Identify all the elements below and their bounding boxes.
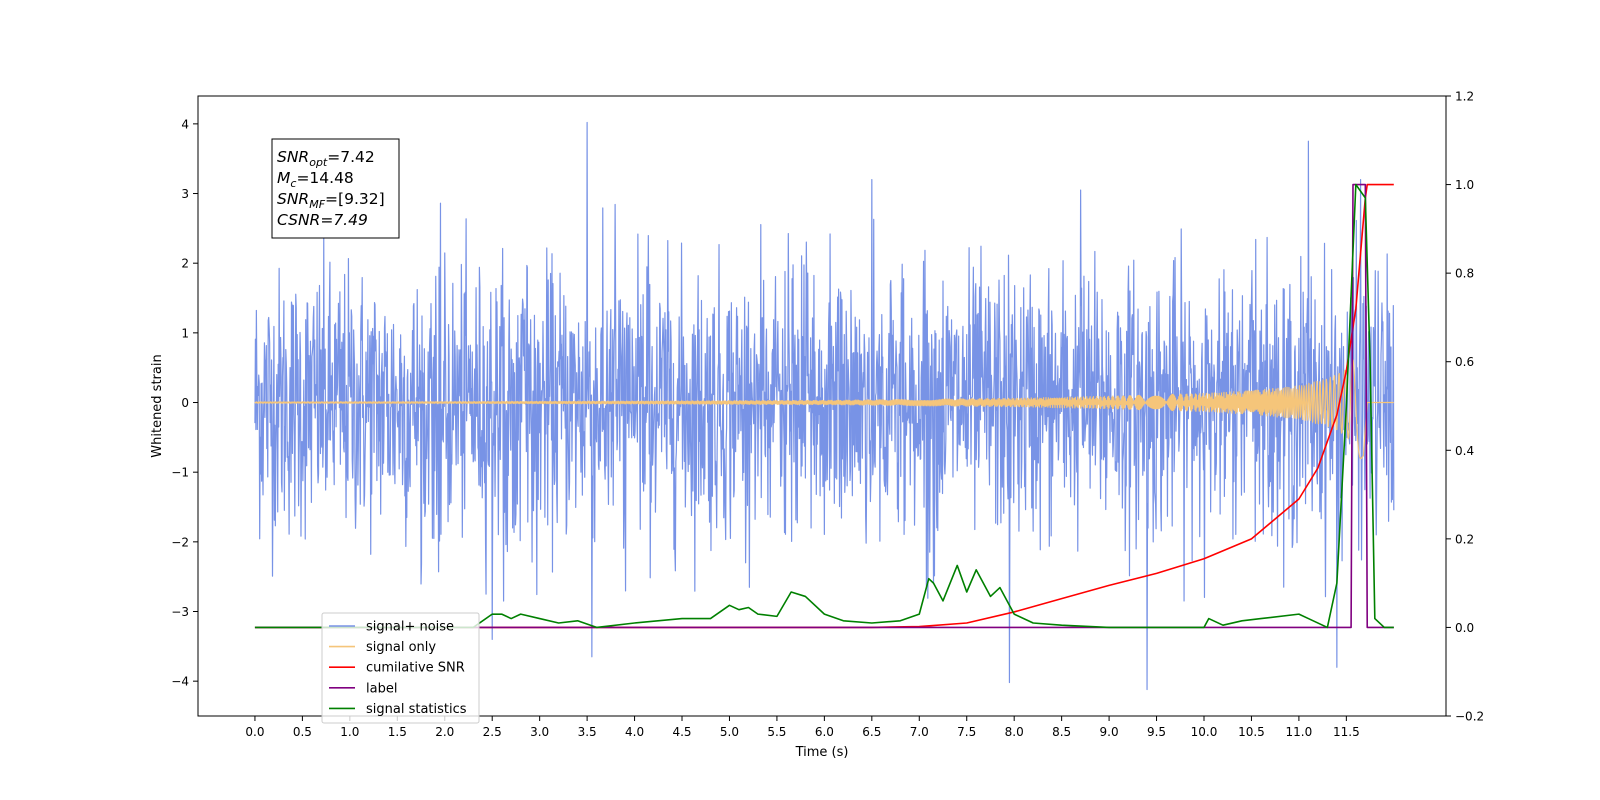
x-tick-label: 0.0 [245,725,264,739]
annotation-value: =[9.32] [325,190,385,208]
y2-tick-label: 0.8 [1455,267,1474,281]
x-tick-label: 2.0 [435,725,454,739]
x-tick-label: 10.5 [1238,725,1265,739]
x-tick-label: 4.0 [625,725,644,739]
y2-tick-label: 0.2 [1455,532,1474,546]
x-tick-label: 7.0 [910,725,929,739]
annotation-value: =14.48 [296,169,353,187]
x-tick-label: 3.5 [578,725,597,739]
x-tick-label: 6.0 [815,725,834,739]
x-tick-label: 1.5 [388,725,407,739]
x-tick-label: 3.0 [530,725,549,739]
x-tick-label: 10.0 [1191,725,1218,739]
x-tick-label: 0.5 [293,725,312,739]
y-tick-label: −4 [171,675,189,689]
x-tick-label: 11.5 [1333,725,1360,739]
y-axis-right: 1.2 1.0 0.8 0.6 0.4 0.2 0.0 −0.2 [1446,90,1484,724]
y2-tick-label: 1.2 [1455,90,1474,104]
annotation-line: SNR [277,148,309,166]
annotation-subscript: c [290,177,296,190]
legend-items: signal+ noise signal only cumilative SNR la… [329,620,467,717]
annotation-subscript: opt [309,156,328,169]
y-tick-label: 4 [181,117,189,131]
x-tick-label: 9.0 [1100,725,1119,739]
x-tick-label: 2.5 [483,725,502,739]
legend: signal+ noise signal only cumilative SNR la… [321,612,480,724]
y2-tick-label: 0.0 [1455,621,1474,635]
x-axis: 0.0 0.5 1.0 1.5 2.0 2.5 3.0 3.5 4.0 4.5 5.0 5.5 6.0 6… [245,716,1360,739]
legend-label: label [366,681,397,696]
y-tick-label: 1 [181,326,189,340]
annotation-box: SNRopt=7.42 Mc=14.48 SNRMF=[9.32] CSNR=7.49 [271,138,400,239]
annotation-value: =7.42 [327,148,375,166]
x-tick-label: 5.0 [720,725,739,739]
x-tick-label: 8.5 [1052,725,1071,739]
legend-label: cumilative SNR [366,661,465,676]
x-tick-label: 4.5 [672,725,691,739]
y-axis-left: 4 3 2 1 0 −1 −2 −3 −4 [171,117,198,689]
y-axis-label: Whitened strain [150,354,165,457]
legend-label: signal+ noise [366,620,454,635]
series-signal-noise [254,121,1395,691]
legend-label: signal statistics [366,702,467,717]
x-tick-label: 1.0 [340,725,359,739]
legend-frame [321,612,480,724]
annotation-value: =7.49 [320,211,368,229]
y-tick-label: −1 [171,466,189,480]
series-signal-only [254,359,1394,460]
x-tick-label: 11.0 [1286,725,1313,739]
annotation-line: CSNR [277,211,320,229]
y2-tick-label: 0.6 [1455,355,1474,369]
series-cumilative-snr [254,183,1394,629]
y-tick-label: 3 [181,187,189,201]
y2-tick-label: −0.2 [1455,710,1484,724]
series-layer [254,121,1395,691]
x-tick-label: 9.5 [1147,725,1166,739]
annotation-line: M [277,169,290,187]
annotation-line: SNR [277,190,309,208]
annotation-frame [271,138,400,239]
x-tick-label: 5.5 [767,725,786,739]
legend-label: signal only [366,640,436,655]
y-tick-label: 0 [181,396,189,410]
x-tick-label: 7.5 [957,725,976,739]
series-signal-statistics [254,183,1394,629]
y-tick-label: 2 [181,257,189,271]
x-tick-label: 6.5 [862,725,881,739]
y2-tick-label: 0.4 [1455,444,1474,458]
y-tick-label: −3 [171,605,189,619]
annotation-subscript: MF [309,198,325,211]
annotation-text: SNRopt=7.42 Mc=14.48 SNRMF=[9.32] CSNR=7.49 [277,148,385,229]
y2-tick-label: 1.0 [1455,178,1474,192]
y-tick-label: −2 [171,535,189,549]
x-axis-label: Time (s) [795,745,849,760]
x-tick-label: 8.0 [1005,725,1024,739]
plot-frame [197,95,1447,717]
